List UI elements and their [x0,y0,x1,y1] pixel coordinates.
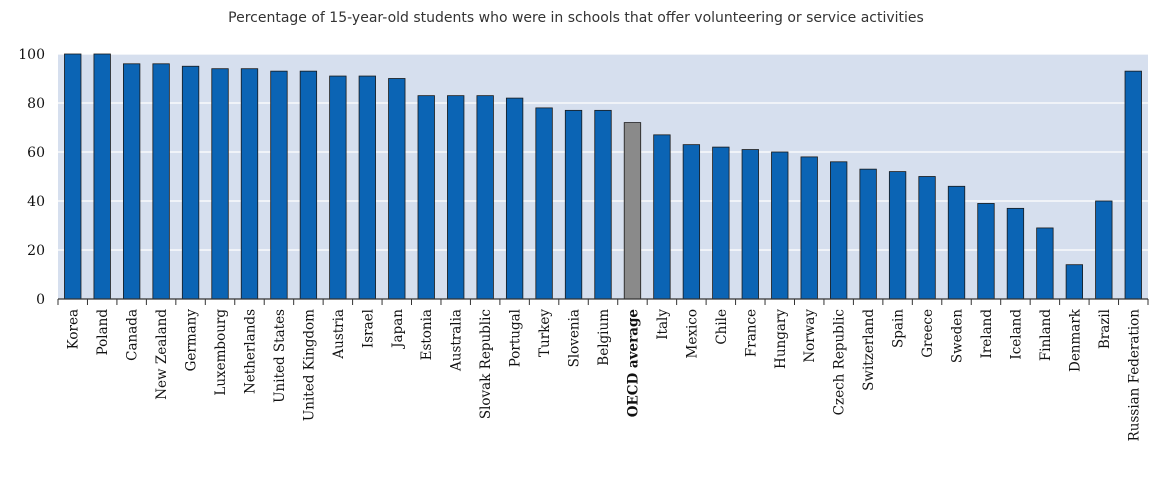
x-tick-label: Turkey [537,309,553,357]
bar-slovenia [564,109,583,300]
x-tick-label: Switzerland [861,309,877,391]
x-tick-label: Estonia [419,309,435,360]
x-tick-label: Denmark [1067,308,1083,372]
x-tick-label: Netherlands [242,309,258,394]
bar-slovak-republic [476,95,494,300]
y-tick-label-80: 80 [27,96,45,112]
bar-mexico [682,144,701,300]
x-tick-label: Chile [714,309,730,345]
y-tick-label-100: 100 [18,47,45,63]
bar-new-zealand [152,63,170,300]
bar-chile [712,146,730,300]
x-tick-label: Japan [390,309,406,350]
x-tick-label: Belgium [596,309,612,366]
y-tick-label-20: 20 [27,243,45,259]
bar-portugal [505,97,524,300]
bar-oecd-average [623,122,642,300]
bar-australia [447,95,465,300]
bar-united-kingdom [299,70,318,300]
x-tick-label: Italy [655,309,671,340]
x-tick-label: Mexico [684,309,700,358]
chart-title: Percentage of 15-year-old students who w… [228,10,924,26]
bar-poland [93,53,111,300]
bar-brazil [1095,200,1113,300]
bar-netherlands [240,68,259,300]
bar-ireland [977,203,995,300]
x-tick-label: Poland [95,309,111,356]
x-tick-label: Israel [360,309,376,348]
bar-korea [64,53,82,300]
x-tick-label: Brazil [1097,309,1113,349]
bar-finland [1036,227,1054,300]
bar-united-states [270,70,288,300]
bar-austria [329,75,347,300]
bar-czech-republic [830,161,848,300]
bar-spain [888,171,907,300]
x-tick-label: Russian Federation [1126,309,1142,442]
y-tick-label-0: 0 [36,292,45,308]
bar-russian-federation [1124,70,1142,300]
x-tick-label: Austria [331,309,347,360]
bar-canada [123,63,141,300]
bar-turkey [535,107,553,300]
y-axis: 0 20 40 60 80 100 [18,47,45,308]
x-tick-label: Greece [920,309,936,358]
x-tick-label: Sweden [950,309,966,363]
x-tick-label: Ireland [979,309,995,359]
bar-greece [918,176,936,300]
bar-belgium [594,109,612,300]
x-tick-label: Luxembourg [213,309,229,396]
y-tick-label-60: 60 [27,145,45,161]
bar-sweden [947,185,966,300]
bar-hungary [771,151,789,300]
x-tick-label: Czech Republic [832,309,848,415]
bar-luxembourg [211,68,229,300]
x-tick-label: United Kingdom [301,309,317,421]
x-tick-label: Finland [1038,309,1054,361]
x-tick-label: France [743,309,759,357]
x-tick-label: Spain [891,309,907,348]
x-tick-label: Germany [184,309,200,372]
x-tick-label: Iceland [1008,309,1024,360]
bar-israel [358,75,376,300]
x-tick-label: Slovenia [567,309,583,367]
bar-france [741,149,759,300]
bar-iceland [1006,207,1025,300]
x-tick-label: Portugal [508,309,524,367]
x-axis-labels: Korea Poland Canada New Zealand Germany Luxem… [57,299,1149,442]
bar-estonia [417,95,435,300]
x-tick-label: Slovak Republic [478,309,494,419]
y-tick-label-40: 40 [27,194,45,210]
x-tick-label: OECD average [625,309,641,417]
x-tick-label: New Zealand [154,309,170,400]
bar-germany [181,65,200,300]
x-tick-label: United States [272,309,288,403]
bar-japan [388,78,406,300]
x-tick-label: Korea [66,309,82,349]
x-tick-label: Norway [802,309,818,363]
bar-switzerland [859,168,877,300]
x-tick-label: Hungary [773,309,789,369]
bar-denmark [1065,264,1083,300]
x-tick-label: Canada [125,309,141,361]
x-tick-label: Australia [449,309,465,372]
bar-norway [800,156,818,300]
bar-italy [653,134,671,300]
